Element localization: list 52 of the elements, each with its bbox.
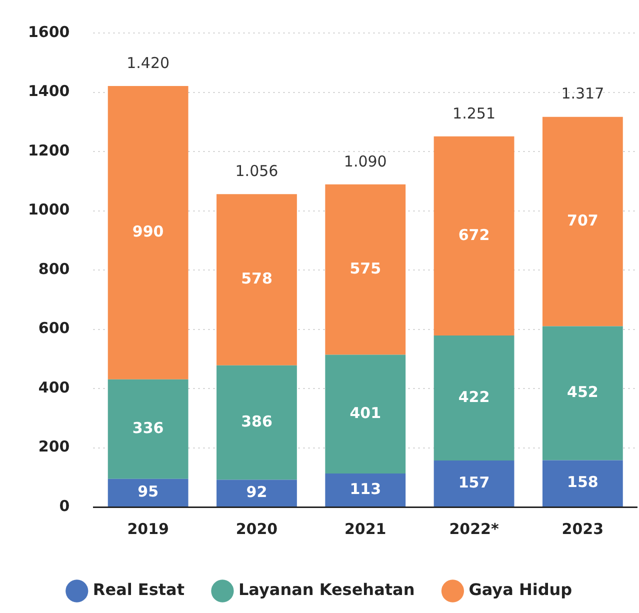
total-label: 1.420 <box>126 54 170 72</box>
y-tick-label: 1200 <box>28 141 70 160</box>
bar <box>325 184 406 355</box>
legend-label: Real Estat <box>92 580 185 600</box>
bar <box>108 478 188 506</box>
legend-label: Layanan Kesehatan <box>238 580 415 600</box>
bar <box>542 460 623 506</box>
x-tick-label: 2023 <box>562 520 604 538</box>
data-label: 672 <box>458 226 490 244</box>
data-label: 578 <box>241 270 272 288</box>
data-label: 452 <box>567 383 598 402</box>
data-label: 707 <box>567 211 598 230</box>
bar <box>108 86 188 380</box>
bar <box>325 354 406 474</box>
bar <box>434 136 514 336</box>
bar <box>216 480 297 506</box>
x-tick-label: 2022* <box>449 520 499 538</box>
total-label: 1.090 <box>344 152 387 170</box>
y-tick-label: 600 <box>38 319 70 338</box>
bar <box>108 379 188 479</box>
data-label: 113 <box>350 480 382 498</box>
total-label: 1.317 <box>561 84 604 103</box>
bar <box>216 365 297 480</box>
y-tick-label: 200 <box>38 438 70 456</box>
y-tick-label: 1600 <box>28 22 70 41</box>
bar <box>542 326 623 460</box>
data-label: 575 <box>350 259 382 278</box>
bar <box>325 474 406 506</box>
data-label: 95 <box>138 482 159 501</box>
data-label: 157 <box>458 473 490 492</box>
bar <box>434 460 514 506</box>
data-label: 336 <box>132 418 164 437</box>
y-tick-label: 800 <box>38 260 70 278</box>
data-label: 158 <box>567 473 598 492</box>
data-label: 386 <box>241 412 272 430</box>
bar <box>216 194 297 366</box>
legend-label: Gaya Hidup <box>468 580 572 600</box>
data-label: 990 <box>132 222 164 241</box>
data-label: 401 <box>350 404 382 422</box>
total-label: 1.056 <box>235 162 278 180</box>
total-label: 1.251 <box>452 104 496 122</box>
data-label: 92 <box>246 483 268 502</box>
x-tick-label: 2019 <box>127 520 169 538</box>
x-tick-label: 2021 <box>344 520 386 538</box>
y-tick-label: 1400 <box>28 82 70 100</box>
bar <box>542 116 623 326</box>
y-tick-label: 0 <box>59 496 70 515</box>
y-tick-label: 400 <box>38 378 70 396</box>
data-label: 422 <box>458 388 490 406</box>
x-tick-label: 2020 <box>236 520 278 538</box>
bar <box>434 335 514 460</box>
y-tick-label: 1000 <box>28 200 70 219</box>
